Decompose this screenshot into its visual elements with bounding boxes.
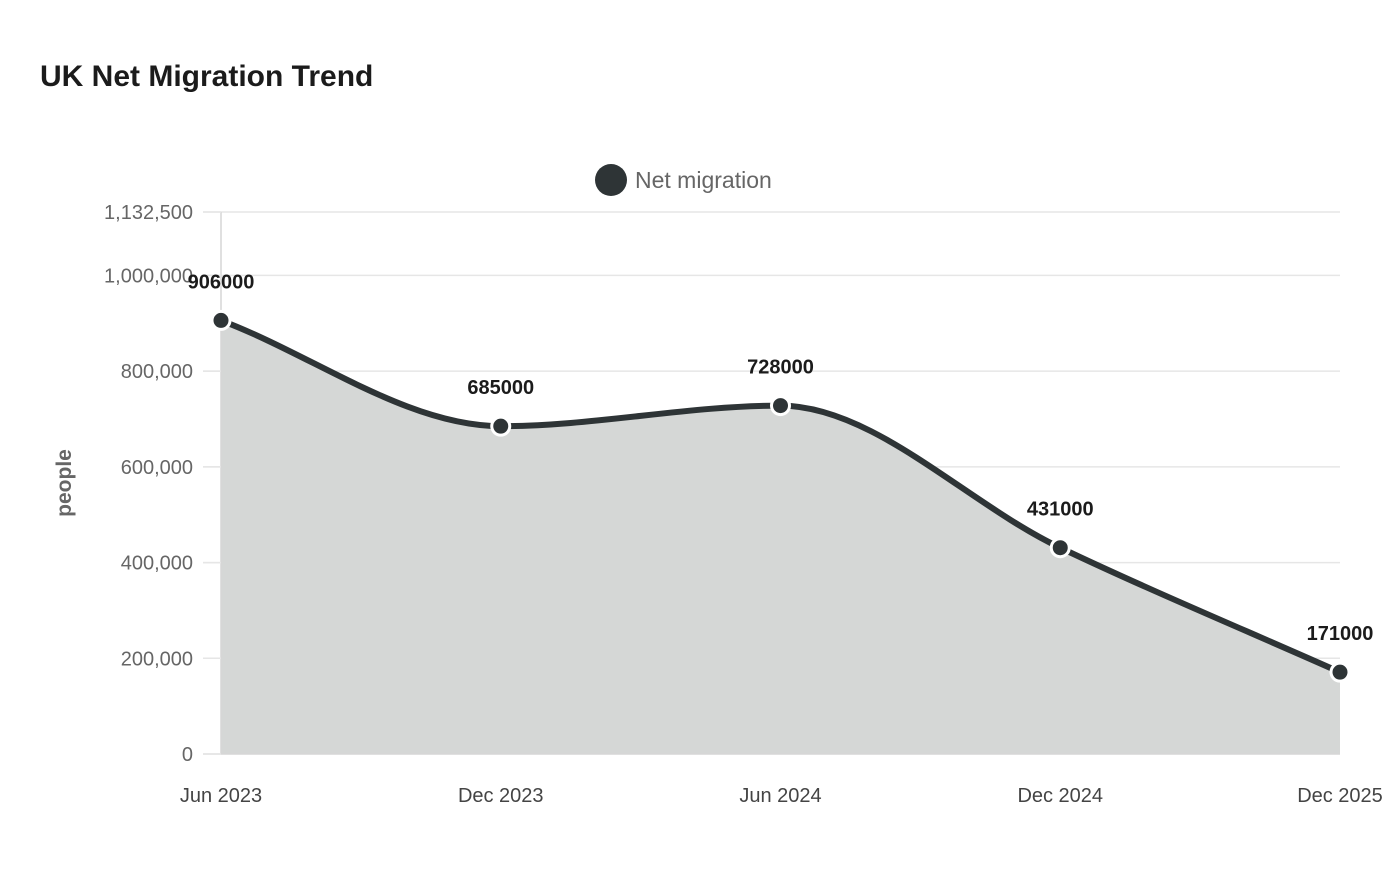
series-area-fill: [221, 320, 1340, 754]
y-axis-title: people: [53, 449, 76, 517]
x-tick-label: Dec 2024: [1017, 785, 1103, 807]
x-tick-label: Dec 2025: [1297, 785, 1383, 807]
legend-marker-icon: [595, 164, 627, 196]
data-label: 171000: [1307, 623, 1374, 645]
data-label: 685000: [467, 377, 534, 399]
chart-title: UK Net Migration Trend: [40, 60, 374, 93]
data-labels: 906000 685000 728000 431000 171000: [188, 271, 1374, 645]
x-tick-label: Jun 2023: [180, 785, 262, 807]
data-point[interactable]: [1329, 661, 1351, 683]
x-tick-label: Dec 2023: [458, 785, 544, 807]
legend[interactable]: Net migration: [595, 164, 772, 196]
data-point[interactable]: [770, 395, 791, 417]
data-label: 728000: [747, 357, 814, 379]
legend-label: Net migration: [635, 167, 772, 193]
y-tick-label: 0: [182, 744, 193, 766]
y-tick-label: 600,000: [121, 457, 193, 479]
data-point[interactable]: [210, 309, 232, 331]
y-tick-label: 800,000: [121, 361, 193, 383]
data-label: 906000: [188, 271, 255, 293]
data-point[interactable]: [490, 415, 512, 437]
data-label: 431000: [1027, 499, 1094, 521]
y-tick-label: 200,000: [121, 648, 193, 670]
data-points: [210, 309, 1351, 683]
data-point[interactable]: [1049, 537, 1071, 559]
x-axis-ticks: Jun 2023 Dec 2023 Jun 2024 Dec 2024 Dec 2025: [180, 785, 1383, 807]
y-axis-ticks: 0 200,000 400,000 600,000 800,000 1,000,000 1,…: [104, 202, 221, 766]
y-tick-label: 1,132,500: [104, 202, 193, 224]
y-tick-label: 400,000: [121, 553, 193, 575]
y-tick-label: 1,000,000: [104, 265, 193, 287]
x-tick-label: Jun 2024: [739, 785, 821, 807]
